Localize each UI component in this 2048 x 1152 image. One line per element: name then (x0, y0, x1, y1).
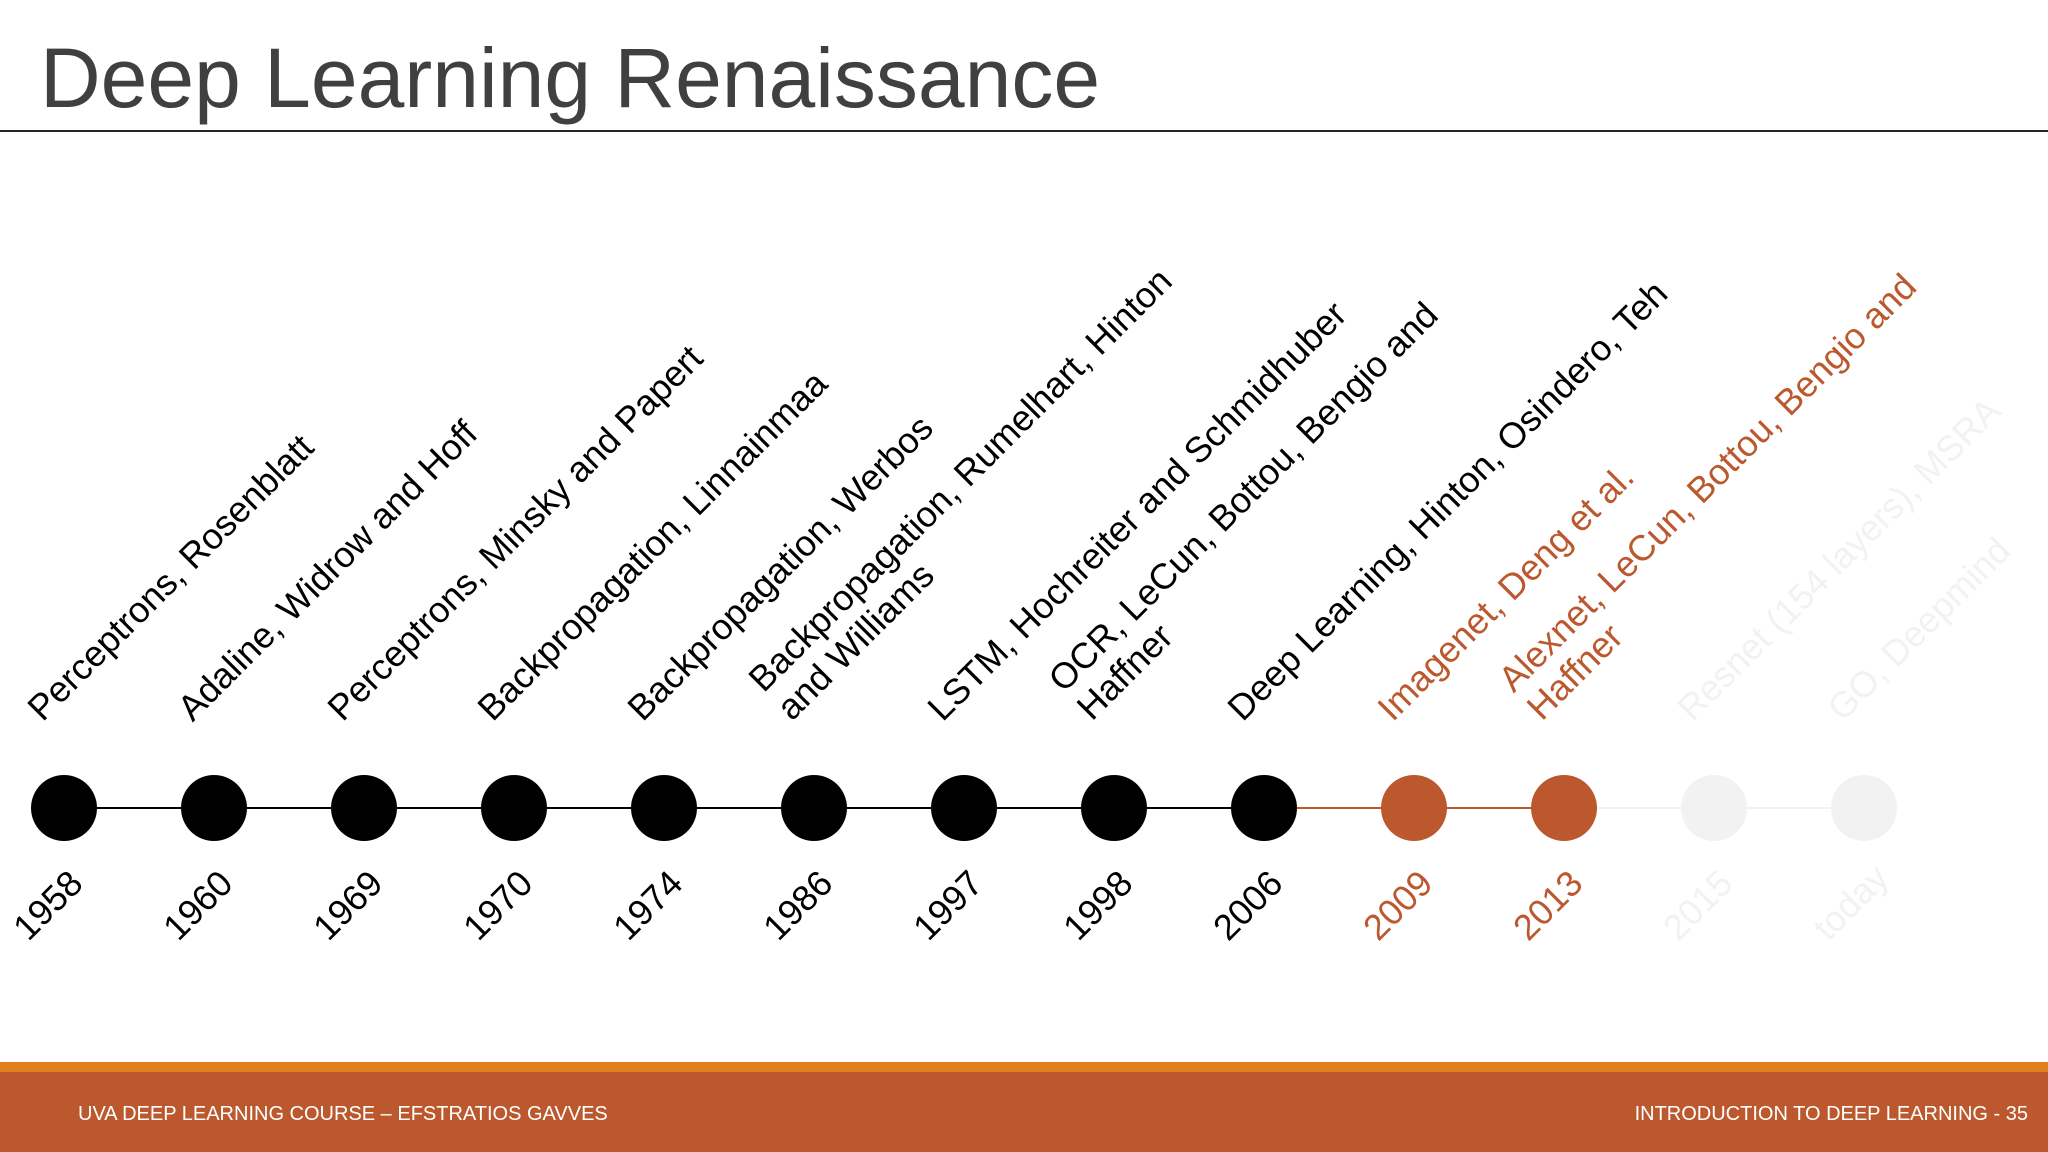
timeline-node-1969 (331, 775, 397, 841)
timeline-node-1960 (181, 775, 247, 841)
timeline-node-1974 (631, 775, 697, 841)
timeline-node-2015 (1681, 775, 1747, 841)
footer-stripe (0, 1062, 2048, 1072)
timeline-node-2006 (1231, 775, 1297, 841)
timeline-node-1986 (781, 775, 847, 841)
timeline-node-1958 (31, 775, 97, 841)
footer-course: UVA DEEP LEARNING COURSE – EFSTRATIOS GA… (78, 1103, 608, 1125)
footer-bar (0, 1072, 2048, 1152)
timeline-node-1997 (931, 775, 997, 841)
timeline-node-2009 (1381, 775, 1447, 841)
title-divider (0, 130, 2048, 132)
timeline-node-2013 (1531, 775, 1597, 841)
footer-page-info: INTRODUCTION TO DEEP LEARNING - 35 (1634, 1103, 2028, 1125)
timeline-node-1970 (481, 775, 547, 841)
slide-title: Deep Learning Renaissance (40, 31, 1101, 125)
timeline-node-1998 (1081, 775, 1147, 841)
timeline-node-today (1831, 775, 1897, 841)
